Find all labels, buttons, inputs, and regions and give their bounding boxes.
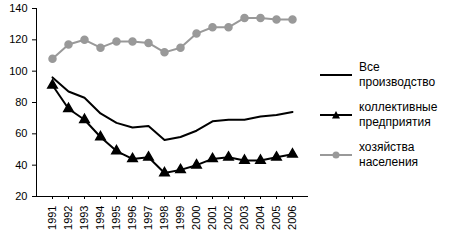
svg-text:2005: 2005 [270, 206, 282, 230]
svg-text:2000: 2000 [190, 206, 202, 230]
svg-text:1999: 1999 [174, 206, 186, 230]
svg-text:1991: 1991 [46, 206, 58, 230]
svg-text:60: 60 [15, 127, 27, 139]
svg-text:2002: 2002 [222, 206, 234, 230]
svg-text:2001: 2001 [206, 206, 218, 230]
svg-text:2006: 2006 [286, 206, 298, 230]
svg-text:100: 100 [9, 65, 27, 77]
svg-text:1997: 1997 [142, 206, 154, 230]
svg-text:1998: 1998 [158, 206, 170, 230]
svg-text:120: 120 [9, 33, 27, 45]
svg-text:2004: 2004 [254, 206, 266, 230]
svg-text:80: 80 [15, 96, 27, 108]
svg-text:2003: 2003 [238, 206, 250, 230]
svg-text:1994: 1994 [94, 206, 106, 230]
svg-text:40: 40 [15, 159, 27, 171]
html-text:коллективные предприятия: коллективные предприятия [359, 100, 438, 129]
html-text:Все производство: Все производство [359, 60, 436, 89]
svg-text:1995: 1995 [110, 206, 122, 230]
svg-text:140: 140 [9, 2, 27, 14]
html-text:хозяйства населения: хозяйства населения [359, 140, 419, 169]
svg-text:1996: 1996 [126, 206, 138, 230]
svg-text:1993: 1993 [78, 206, 90, 230]
svg-text:1992: 1992 [62, 206, 74, 230]
svg-text:20: 20 [15, 190, 27, 202]
